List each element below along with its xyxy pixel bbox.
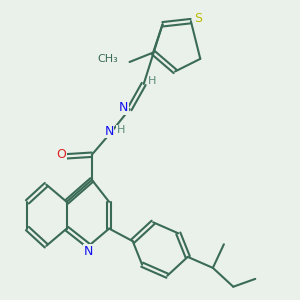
Text: H: H	[148, 76, 157, 86]
Text: N: N	[104, 124, 114, 138]
Text: H: H	[117, 125, 125, 135]
Text: N: N	[83, 245, 93, 258]
Text: N: N	[119, 101, 129, 114]
Text: S: S	[194, 12, 202, 25]
Text: CH₃: CH₃	[98, 54, 118, 64]
Text: O: O	[56, 148, 66, 161]
